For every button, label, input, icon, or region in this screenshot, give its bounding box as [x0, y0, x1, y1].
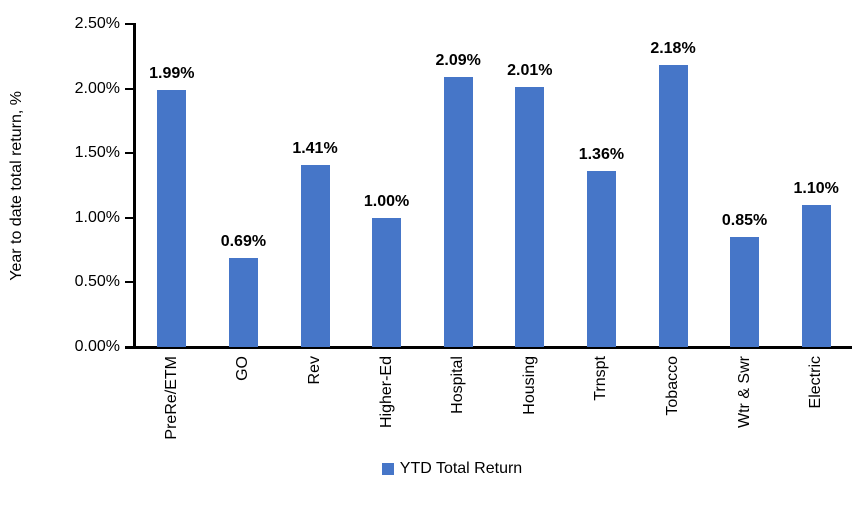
- bar-value-label: 0.85%: [721, 212, 768, 230]
- bar-value-label: 1.99%: [149, 64, 195, 82]
- x-category-label: Tobacco: [664, 356, 681, 416]
- y-tick-label: 2.00%: [74, 79, 120, 97]
- x-category-label: Rev: [306, 356, 323, 385]
- y-tick-mark: [125, 87, 134, 90]
- bar-value-label: 0.69%: [220, 232, 267, 250]
- y-tick-mark: [125, 23, 134, 25]
- bar: [730, 237, 760, 347]
- y-axis-line: [133, 23, 136, 348]
- bar: [300, 164, 330, 347]
- x-category-label: Hospital: [449, 356, 467, 414]
- x-category-label: Electric: [807, 356, 825, 409]
- bar: [157, 89, 187, 347]
- x-category-label: GO: [234, 356, 252, 381]
- x-category-label: Higher-Ed: [377, 356, 395, 429]
- y-axis-title-wrap: Year to date total return, %: [0, 24, 34, 347]
- x-category-label: Trnspt: [592, 356, 610, 401]
- bar: [372, 217, 402, 347]
- y-tick-label: 0.50%: [74, 273, 120, 291]
- bar-value-label: 1.41%: [292, 139, 338, 157]
- bar: [228, 257, 258, 347]
- bar-value-label: 1.36%: [578, 146, 625, 164]
- bar-value-label: 1.00%: [363, 192, 410, 210]
- bar-value-label: 2.09%: [435, 51, 481, 69]
- legend-label: YTD Total Return: [399, 460, 523, 477]
- x-category-label: PreRe/ETM: [162, 356, 180, 440]
- y-axis-title: Year to date total return, %: [8, 90, 25, 281]
- bar-value-label: 1.10%: [793, 179, 839, 197]
- bar: [443, 76, 473, 347]
- y-tick-label: 1.00%: [74, 208, 120, 226]
- bar: [658, 65, 688, 347]
- legend: YTD Total Return: [26, 460, 852, 478]
- x-category-label: Wtr & Swr: [735, 356, 753, 428]
- bar: [801, 204, 831, 347]
- bar-value-label: 2.18%: [650, 40, 696, 58]
- y-tick-label: 2.50%: [74, 15, 120, 32]
- y-tick-label: 0.00%: [74, 338, 120, 355]
- y-tick-label: 1.50%: [74, 144, 120, 162]
- legend-swatch-icon: [381, 463, 394, 475]
- y-tick-mark: [125, 346, 134, 348]
- y-tick-mark: [125, 281, 134, 284]
- bar: [586, 171, 616, 347]
- x-axis-line: [125, 346, 852, 349]
- y-tick-mark: [125, 216, 134, 219]
- y-tick-mark: [125, 152, 134, 155]
- bar-value-label: 2.01%: [507, 62, 553, 80]
- x-category-label: Housing: [520, 356, 538, 415]
- bar: [515, 87, 545, 347]
